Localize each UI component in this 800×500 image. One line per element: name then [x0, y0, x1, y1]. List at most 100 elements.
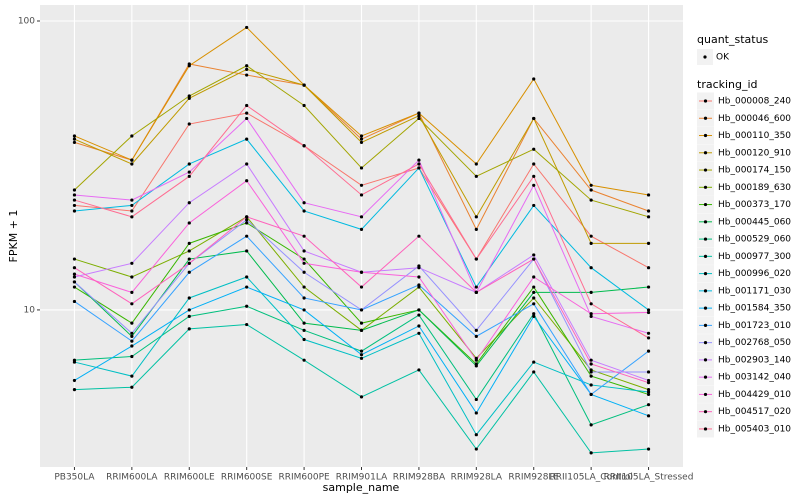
point	[187, 308, 191, 312]
point	[532, 183, 536, 187]
point	[359, 308, 364, 312]
point	[359, 183, 364, 187]
point	[589, 383, 593, 387]
point	[474, 328, 478, 332]
point	[359, 353, 364, 357]
point	[302, 103, 306, 108]
point	[532, 370, 536, 374]
point	[532, 257, 536, 261]
point	[532, 312, 536, 316]
point	[589, 423, 593, 427]
legend-label: Hb_002768_050	[718, 338, 791, 348]
legend-point	[703, 185, 708, 189]
point	[72, 275, 77, 279]
point	[417, 313, 421, 317]
point	[359, 166, 364, 170]
point	[245, 249, 249, 253]
y-axis-label: FPKM + 1	[7, 210, 20, 263]
legend-label: Hb_000110_350	[718, 131, 791, 141]
point	[187, 249, 191, 253]
point	[646, 370, 651, 374]
point	[130, 354, 134, 359]
point	[359, 349, 364, 353]
point	[245, 67, 249, 71]
point	[589, 266, 593, 270]
point	[589, 183, 593, 187]
point	[72, 257, 77, 261]
point	[474, 174, 478, 178]
legend-point	[703, 392, 708, 397]
point	[474, 447, 478, 451]
point	[646, 378, 651, 383]
point	[417, 234, 421, 238]
point	[589, 188, 593, 192]
point	[359, 328, 364, 332]
point	[417, 331, 421, 335]
point	[130, 209, 134, 213]
point	[130, 261, 134, 265]
legend-point	[703, 306, 708, 310]
legend-point	[703, 289, 708, 293]
point	[302, 321, 306, 325]
x-tick-label: RRIM600LA	[106, 473, 158, 483]
point	[245, 322, 249, 327]
legend-label: Hb_000120_910	[718, 148, 791, 158]
point	[130, 385, 134, 389]
point	[130, 331, 134, 335]
point	[532, 296, 536, 300]
legend-label: Hb_000373_170	[718, 200, 791, 210]
point	[245, 275, 249, 279]
legend-point	[703, 375, 708, 379]
point	[646, 266, 651, 270]
point	[474, 257, 478, 261]
legend-point	[703, 133, 708, 138]
point	[474, 227, 478, 231]
point-legend-title: quant_status	[697, 33, 769, 46]
point	[417, 158, 421, 162]
point	[302, 308, 306, 312]
point	[72, 378, 77, 383]
point	[589, 198, 593, 202]
legend-point	[703, 237, 708, 241]
legend-point	[703, 202, 708, 207]
point	[474, 285, 478, 289]
point	[302, 337, 306, 342]
legend-label: Hb_000046_600	[718, 114, 791, 124]
x-tick-label: RRIM901LA	[336, 473, 388, 483]
point	[646, 403, 651, 407]
point	[532, 147, 536, 151]
point	[532, 162, 536, 166]
point	[589, 358, 593, 362]
point	[245, 179, 249, 183]
point	[646, 414, 651, 418]
point	[187, 257, 191, 261]
point	[130, 344, 134, 348]
point	[187, 270, 191, 274]
legend-point	[703, 220, 708, 224]
point	[72, 198, 77, 202]
point	[359, 227, 364, 231]
point	[646, 392, 651, 397]
x-tick-label: RRII105LA_Stressed	[604, 473, 694, 483]
point	[646, 331, 651, 335]
point	[417, 283, 421, 287]
point	[72, 280, 77, 284]
point	[72, 188, 77, 192]
legend-point	[703, 323, 708, 327]
point	[72, 266, 77, 270]
point	[646, 308, 651, 312]
point	[417, 162, 421, 166]
point	[130, 162, 134, 166]
point	[532, 203, 536, 208]
point	[646, 310, 651, 315]
point	[646, 390, 651, 394]
point	[72, 285, 77, 289]
point	[417, 275, 421, 279]
point	[245, 137, 249, 141]
point	[474, 411, 478, 415]
legend-label: Hb_000445_060	[718, 217, 791, 227]
point	[589, 290, 593, 294]
point	[302, 249, 306, 253]
legend-point	[703, 410, 708, 414]
